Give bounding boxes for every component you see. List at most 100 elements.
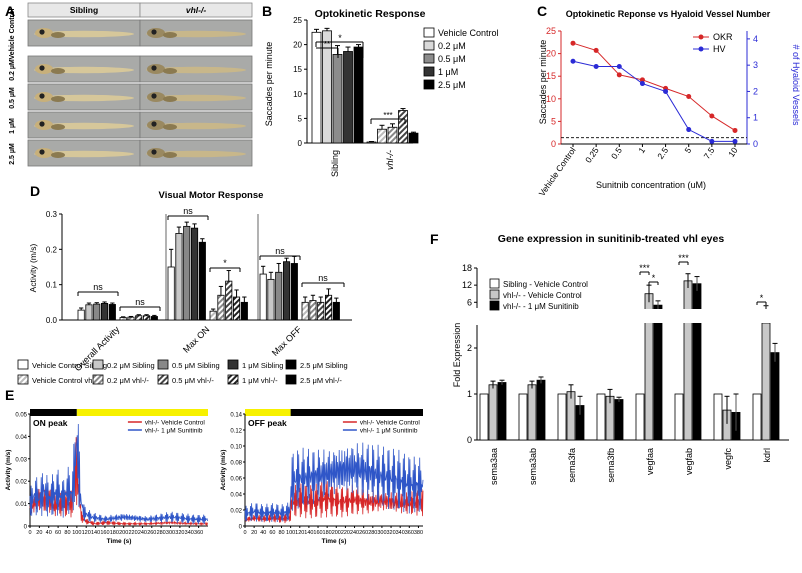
chart-c-point-okr	[616, 72, 622, 78]
chart-f-y-tick-label: 12	[462, 280, 472, 290]
chart-d-legend-swatch	[92, 374, 104, 385]
chart-d-x-label: Max OFF	[270, 324, 304, 358]
chart-e-x-tick-label: 160	[313, 530, 322, 536]
chart-d-bar	[108, 304, 116, 321]
chart-b-legend-swatch	[423, 27, 435, 38]
chart-d-bar	[240, 301, 248, 321]
chart-e-legend-label: vhl-/- Vehicle Control	[360, 420, 421, 427]
chart-c-point-hv	[709, 138, 715, 144]
fish-yolk	[51, 124, 65, 130]
chart-b-y-tick-label: 0	[298, 139, 303, 148]
chart-d-sig-label: ns	[93, 282, 103, 292]
chart-e-x-tick-label: 140	[91, 530, 100, 536]
chart-d-bar	[332, 301, 340, 321]
chart-e-x-tick-label: 100	[72, 530, 81, 536]
chart-d-y-tick-label: 0.0	[46, 316, 58, 325]
fish-eye	[39, 29, 45, 35]
chart-f-legend-label: vhl-/- - Vehicle Control	[503, 291, 582, 300]
fish-yolk	[163, 32, 177, 38]
panel-a-col-header	[139, 2, 253, 18]
chart-d-legend-swatch	[227, 374, 239, 385]
chart-d-sig-label: ns	[135, 297, 145, 307]
panel-a-row-label: 1 µM	[9, 118, 16, 134]
fish-yolk	[51, 152, 65, 158]
light-condition-bar	[245, 409, 291, 416]
chart-d-bar	[175, 233, 183, 321]
chart-b-legend-label: Vehicle Control	[438, 28, 499, 38]
chart-b-legend-label: 0.5 μM	[438, 54, 466, 64]
chart-e-trace-sunitinib	[29, 423, 208, 525]
chart-f-bar	[536, 379, 546, 441]
chart-f-title: Gene expression in sunitinib-treated vhl…	[498, 233, 725, 245]
chart-d-legend-label: 2.5 μM vhl-/-	[300, 376, 342, 385]
chart-e-x-tick-label: 260	[147, 530, 156, 536]
chart-f-sig-label: ***	[639, 263, 650, 273]
chart-d-bar	[209, 310, 217, 321]
chart-d-bar	[217, 294, 225, 321]
chart-f-legend-swatch	[489, 300, 500, 311]
chart-c-xlabel: Sunitnib concentration (uM)	[596, 180, 706, 190]
chart-e-trace-sunitinib	[244, 442, 424, 523]
chart-e-x-tick-label: 280	[368, 530, 377, 536]
chart-e-x-tick-label: 80	[278, 530, 284, 536]
chart-f-bar	[761, 322, 771, 441]
chart-c-y2-tick-label: 4	[753, 34, 758, 44]
chart-b-legend-swatch	[423, 66, 435, 77]
chart-e-y-tick-label: 0.10	[230, 445, 242, 451]
chart-b-y-tick-label: 20	[293, 41, 302, 50]
fish-eye	[151, 93, 157, 99]
chart-f-x-label: kdrl	[762, 448, 772, 463]
chart-b-legend-swatch	[423, 79, 435, 90]
chart-d-bar	[167, 266, 175, 321]
chart-e-y-tick-label: 0.02	[15, 480, 27, 486]
chart-c-point-hv	[616, 63, 622, 69]
chart-b-legend-swatch	[423, 53, 435, 64]
chart-f-bar	[479, 393, 489, 441]
chart-d-bar	[85, 304, 93, 321]
fish-eye	[151, 65, 157, 71]
panel-letter-F: F	[430, 231, 439, 247]
chart-e-x-tick-label: 360	[194, 530, 203, 536]
chart-e-x-tick-label: 0	[28, 530, 31, 536]
chart-b-sig-label: *	[338, 33, 342, 43]
chart-e-legend-label: vhl-/- Vehicle Control	[145, 420, 206, 427]
chart-f-y-tick-label: 0	[467, 435, 472, 445]
fish-eye	[39, 121, 45, 127]
chart-e-x-tick-label: 340	[396, 530, 405, 536]
chart-b-bar	[408, 132, 419, 144]
chart-c-y-tick-label: 15	[546, 71, 556, 81]
chart-e-x-tick-label: 160	[100, 530, 109, 536]
chart-d-bar	[93, 303, 101, 321]
panel-letter-A: A	[5, 3, 15, 19]
chart-e-y-tick-label: 0	[24, 525, 28, 531]
chart-f-bar	[683, 280, 693, 441]
chart-d-bar	[119, 317, 127, 321]
chart-e-x-tick-label: 280	[157, 530, 166, 536]
chart-f-bar	[518, 393, 528, 441]
chart-d-bar	[190, 227, 199, 321]
chart-b-bar	[398, 110, 408, 144]
chart-b-bar	[366, 141, 377, 144]
chart-d-legend-swatch	[17, 359, 29, 370]
chart-d-legend-label: 0.2 μM vhl-/-	[107, 376, 149, 385]
chart-e-x-tick-label: 200	[119, 530, 128, 536]
chart-c-series-line-okr	[572, 42, 736, 131]
chart-e-x-tick-label: 40	[260, 530, 266, 536]
chart-c-x-tick-label: 7.5	[702, 145, 717, 161]
chart-f-x-label: vegfaa	[645, 448, 655, 475]
chart-c-x-tick-label: 0.5	[609, 145, 624, 161]
chart-d-x-label: Max ON	[181, 324, 211, 354]
panel-a-row-label: 0.2 µM	[9, 59, 16, 81]
chart-f-bar	[527, 384, 537, 441]
chart-f-bar	[557, 393, 567, 441]
chart-d-bar	[77, 309, 85, 321]
chart-d-legend-swatch	[17, 374, 29, 385]
chart-b-bar	[377, 128, 387, 144]
chart-d-legend-swatch	[227, 359, 239, 370]
chart-e-y-tick-label: 0.05	[15, 413, 27, 419]
chart-d-bar	[142, 315, 151, 321]
panel-letter-C: C	[537, 3, 547, 19]
chart-d-legend-label: 2.5 μM Sibling	[300, 361, 348, 370]
panel-a-row-label: 2.5 µM	[9, 143, 16, 165]
chart-f-bar	[692, 283, 702, 441]
